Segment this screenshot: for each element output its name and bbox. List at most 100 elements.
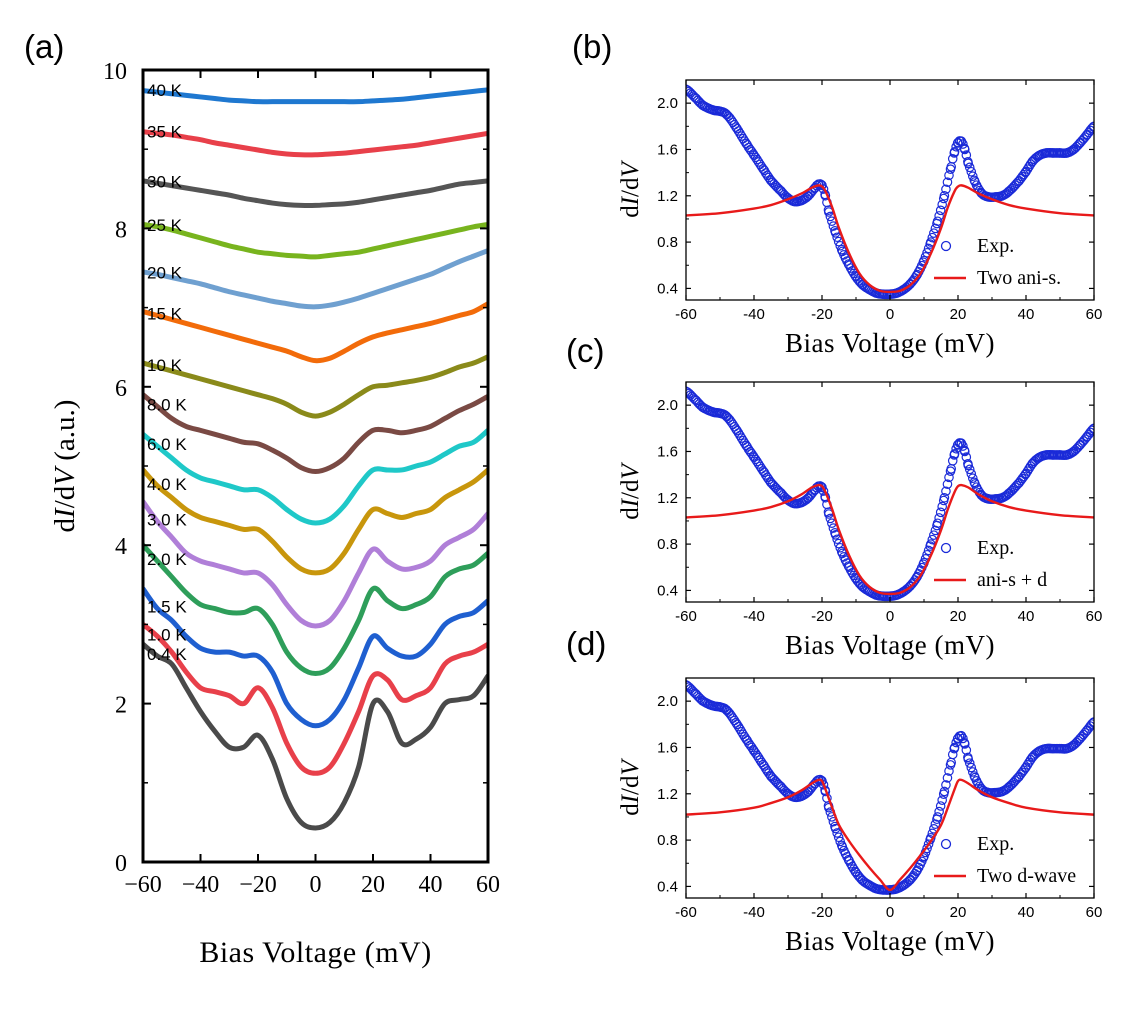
y-tick-label: 0.8 [657,234,678,251]
trace-label: 6.0 K [147,435,187,454]
y-axis-label-part: /d [49,485,81,508]
exp-point [966,468,977,479]
y-tick-label: 1.6 [657,739,678,756]
panel-label: (a) [24,28,64,65]
exp-point [1086,425,1094,436]
x-tick-label: -60 [675,608,697,625]
exp-point [818,184,829,194]
legend-label: ani-s + d [977,569,1047,591]
exp-point [922,843,932,854]
trace-line [143,301,488,364]
y-axis-label-part: V [49,465,81,486]
panel-label: (c) [566,332,604,369]
exp-point [1022,466,1033,476]
exp-point [949,742,960,753]
trace-line [143,354,488,419]
exp-point [1086,123,1094,134]
exp-point [923,839,934,849]
exp-point [930,525,941,536]
exp-point [958,441,968,451]
y-tick-label: 10 [103,59,127,85]
x-axis-label: Bias Voltage (mV) [199,936,431,969]
trace-label: 15 K [147,305,183,324]
y-tick-label: 1.6 [657,141,678,158]
x-tick-label: 0 [886,904,894,921]
exp-point [742,735,752,746]
exp-point [939,190,950,201]
exp-point [963,754,973,764]
x-axis-label: Bias Voltage (mV) [785,630,995,660]
exp-point [959,739,970,749]
x-tick-label: 60 [1086,608,1103,625]
fit-line [686,184,1094,294]
legend-label: Exp. [977,537,1014,559]
exp-point [964,758,975,768]
trace-line [143,542,488,676]
exp-point [759,165,769,176]
y-axis-label-part: /d [617,775,644,795]
x-tick-label: 60 [1086,306,1103,323]
exp-point [934,211,944,221]
exp-point [1021,166,1031,177]
y-axis-label-part: V [617,758,644,776]
x-tick-label: 0 [310,872,322,898]
exp-point [930,819,941,829]
y-tick-label: 0.8 [657,832,678,849]
exp-point [937,501,947,512]
trace-line [143,427,488,526]
exp-point [736,726,747,737]
panel-1-axes: -60 -40 -20 0 20 40 60 0.4 0.8 1.2 1.6 2.0 Bias Volt… [572,28,1102,358]
x-tick-label: -40 [743,306,765,323]
x-axis-label: Bias Voltage (mV) [785,328,995,358]
panel-label: (d) [566,625,606,662]
y-tick-label: 0 [115,851,127,877]
data-group [686,680,1094,895]
x-tick-label: -20 [811,608,833,625]
exp-point [930,223,941,234]
trace-label: 35 K [147,122,183,141]
trace-line [143,221,488,260]
y-axis-label-part: I [617,195,644,206]
panel-a-plot: 0.4 K1.0 K 1.5 K 2.0 K 3.0 K 4.0 K 6.0 K 8.0 K… [143,81,488,831]
exp-point [1022,164,1033,174]
exp-point [1089,717,1094,727]
exp-point [753,157,764,167]
trace-label: 3.0 K [147,510,187,529]
legend-label: Two d-wave [977,865,1076,887]
y-tick-label: 1.2 [657,490,678,507]
trace-label: 30 K [147,172,183,191]
exp-point [815,179,825,189]
exp-point [937,199,947,210]
legend-label: Exp. [977,833,1014,855]
exp-point [752,456,762,467]
y-axis-label-part: /d [617,177,644,197]
x-tick-label: 0 [886,306,894,323]
exp-point [963,158,973,169]
trace-group [143,87,488,831]
y-tick-label: 2.0 [657,95,678,112]
x-tick-label: 60 [1086,904,1103,921]
legend: Exp. Two ani-s. [934,235,1061,289]
exp-point [939,492,950,503]
x-tick-label: 40 [1018,904,1035,921]
trace-line [143,467,488,576]
y-tick-label: 0.8 [657,536,678,553]
y-axis-label-part: V [617,462,644,480]
y-axis-label-part: (a.u.) [49,400,81,468]
exp-point [967,171,978,182]
exp-point [742,442,752,452]
exp-point [942,177,953,188]
x-tick-label: 40 [419,872,443,898]
y-tick-label: 2.0 [657,693,678,710]
exp-point [958,733,968,744]
exp-point [944,472,954,483]
legend-marker-exp [940,838,952,850]
exp-point [815,774,825,785]
y-tick-label: 6 [115,376,127,402]
exp-point [942,479,953,490]
x-tick-label: 20 [950,608,967,625]
exp-point [750,454,761,465]
legend-label: Two ani-s. [977,267,1061,289]
x-tick-label: 60 [476,872,500,898]
exp-point [832,828,842,838]
